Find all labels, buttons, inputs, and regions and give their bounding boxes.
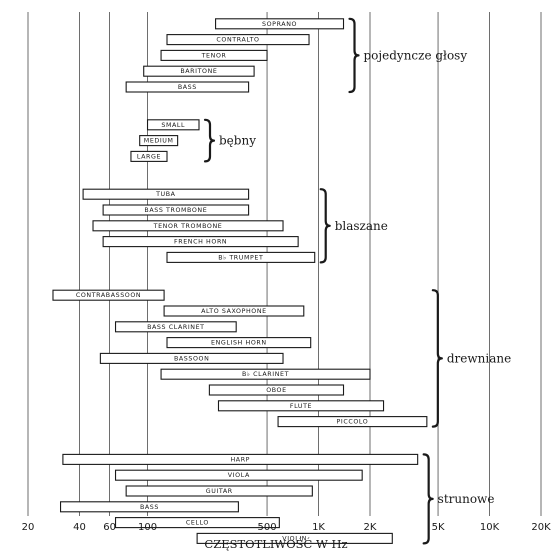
bar-label: BARITONE [180, 68, 217, 75]
x-tick-label: 5K [432, 522, 445, 533]
range-bar [160, 49, 268, 61]
group-brace [348, 17, 360, 94]
range-bar [208, 384, 345, 396]
bar-label: B♭ CLARINET [242, 371, 289, 378]
bar-label: HARP [230, 456, 250, 463]
range-bar [196, 532, 393, 544]
range-bar [215, 18, 345, 30]
x-tick-label: 40 [73, 522, 86, 533]
group-brace [431, 289, 443, 428]
range-bar [62, 453, 419, 465]
range-bar [130, 150, 168, 162]
range-bar [166, 34, 310, 46]
range-bar [59, 501, 239, 513]
group-brace [203, 118, 216, 163]
bar-label: CONTRABASSOON [76, 292, 141, 299]
range-bar [166, 337, 312, 349]
x-tick-label: 60 [103, 522, 116, 533]
range-bar [125, 485, 313, 497]
bar-label: BASS [178, 84, 197, 91]
x-tick-label: 500 [258, 522, 277, 533]
x-axis-title: CZĘSTOTLIWOŚĆ W Hz [204, 537, 347, 551]
bar-label: BASS [140, 504, 159, 511]
bar-label: GUITAR [206, 488, 233, 495]
bar-label: OBOE [266, 387, 287, 394]
range-bar [217, 400, 385, 412]
bar-label: B♭ TRUMPET [218, 254, 263, 261]
bar-label: TUBA [155, 191, 176, 198]
group-label: drewniane [447, 351, 511, 365]
bar-label: PICCOLO [337, 419, 369, 426]
x-tick-label: 1K [312, 522, 325, 533]
group-brace [319, 188, 331, 264]
range-bar [277, 416, 428, 428]
x-axis-ticks: 20 40 60 100 500 1K 2K 5K 10K 20K [22, 522, 551, 533]
group-braces: pojedyncze głosy bębny blaszane drewniane st… [203, 17, 511, 545]
group-label: strunowe [438, 492, 495, 506]
bar-label: CONTRALTO [216, 37, 259, 44]
range-bar [114, 517, 280, 529]
range-bar [82, 188, 250, 200]
range-bar [139, 135, 179, 147]
bar-label: FLUTE [290, 403, 312, 410]
range-bar [52, 289, 165, 301]
x-tick-label: 100 [138, 522, 157, 533]
range-bar [146, 119, 200, 131]
x-tick-label: 10K [480, 522, 500, 533]
range-bars: SOPRANO CONTRALTO TENOR BARITONE BASS SMALL ME… [52, 18, 428, 544]
x-tick-label: 20 [22, 522, 35, 533]
range-bar [166, 251, 316, 263]
bar-label: FRENCH HORN [174, 239, 227, 246]
range-bar [102, 236, 299, 248]
bar-label: SOPRANO [262, 21, 297, 28]
bar-label: ALTO SAXOPHONE [201, 308, 267, 315]
bar-label: BASS TROMBONE [144, 207, 207, 214]
bar-label: VIOLIN [282, 535, 307, 542]
bar-label: CELLO [186, 520, 209, 527]
bar-label: BASS CLARINET [147, 324, 205, 331]
bar-label: VIOLA [228, 472, 250, 479]
range-bar [114, 469, 363, 481]
range-bar [160, 368, 371, 380]
bar-label: SMALL [161, 122, 185, 129]
x-tick-label: 2K [364, 522, 377, 533]
range-bar [114, 321, 237, 333]
bar-label: BASSOON [174, 355, 209, 362]
range-bar [92, 220, 284, 232]
range-bar [125, 81, 250, 93]
range-bar [99, 352, 284, 364]
range-bar [102, 204, 250, 216]
group-label: pojedyncze głosy [364, 48, 468, 62]
grid-lines [27, 12, 542, 516]
range-bar [143, 65, 255, 77]
group-brace [422, 453, 434, 545]
bar-label: TENOR [201, 52, 227, 59]
range-bar [163, 305, 305, 317]
group-label: blaszane [335, 219, 388, 233]
bar-label: TENOR TROMBONE [153, 223, 223, 230]
x-tick-label: 20K [531, 522, 551, 533]
bar-label: ENGLISH HORN [211, 340, 267, 347]
bar-label: MEDIUM [144, 138, 174, 145]
bar-label: LARGE [137, 153, 161, 160]
group-label: bębny [219, 134, 256, 148]
